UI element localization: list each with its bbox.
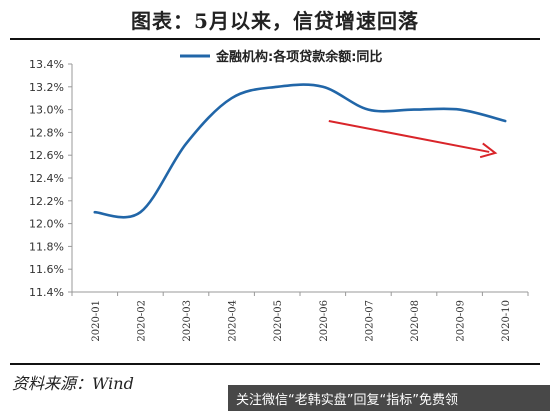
trend-arrow-shaft: [328, 120, 490, 153]
line-chart: 11.4% 11.6% 11.8% 12.0% 12.2% 12.4% 12.6% 12.8%…: [29, 49, 529, 342]
y-tick-label: 13.4%: [29, 58, 64, 71]
x-tick-labels: 2020-01 2020-02 2020-03 2020-04 2020-05 2020-…: [91, 300, 512, 342]
x-tick-label: 2020-09: [456, 300, 467, 342]
y-tick-label: 11.4%: [29, 286, 64, 299]
y-tick-label: 11.8%: [29, 240, 64, 253]
series-group: [93, 83, 507, 219]
x-tick-label: 2020-05: [273, 300, 284, 342]
chart-axes: [68, 63, 529, 296]
x-tick-label: 2020-08: [410, 300, 421, 342]
source-note: 资料来源：Wind: [12, 374, 134, 393]
x-tick-label: 2020-03: [182, 300, 193, 342]
x-tick-label: 2020-10: [501, 300, 512, 342]
y-tick-label: 12.2%: [29, 195, 64, 208]
y-tick-label: 12.4%: [29, 172, 64, 185]
x-tick-label: 2020-06: [319, 300, 330, 342]
trend-annotation: [328, 120, 498, 159]
divider-top: [10, 38, 540, 40]
y-tick-label: 12.0%: [29, 218, 64, 231]
watermark-banner: 关注微信“老韩实盘”回复“指标”免费领: [228, 385, 550, 411]
y-tick-labels: 11.4% 11.6% 11.8% 12.0% 12.2% 12.4% 12.6% 12.8%…: [29, 58, 64, 299]
y-tick-label: 12.6%: [29, 149, 64, 162]
divider-bottom: [10, 363, 540, 365]
x-tick-label: 2020-01: [91, 300, 102, 342]
x-tick-label: 2020-07: [364, 300, 375, 342]
y-tick-label: 13.2%: [29, 81, 64, 94]
x-tick-label: 2020-02: [136, 300, 147, 342]
y-tick-label: 12.8%: [29, 126, 64, 139]
x-tick-label: 2020-04: [228, 300, 239, 342]
y-tick-label: 13.0%: [29, 104, 64, 117]
series-line: [93, 83, 507, 219]
page-title: 图表：5月以来，信贷增速回落: [131, 8, 419, 33]
y-tick-label: 11.6%: [29, 263, 64, 276]
legend-label: 金融机构:各项贷款余额:同比: [215, 49, 382, 65]
chart-legend: 金融机构:各项贷款余额:同比: [180, 49, 382, 65]
trend-arrow-head: [479, 142, 498, 159]
